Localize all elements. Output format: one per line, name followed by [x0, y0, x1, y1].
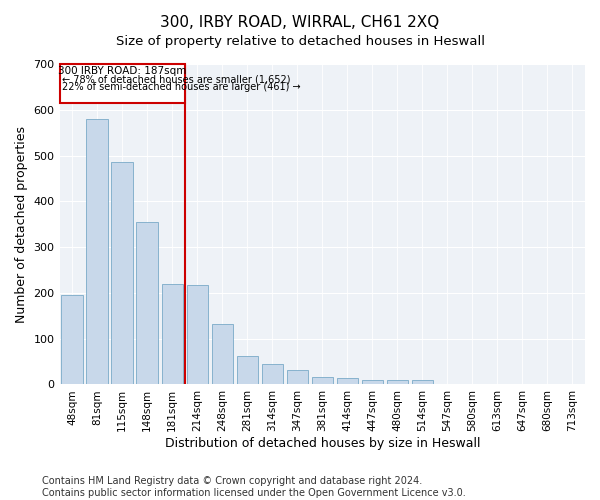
Text: Size of property relative to detached houses in Heswall: Size of property relative to detached ho… [115, 35, 485, 48]
Bar [412, 380, 433, 384]
Text: 300 IRBY ROAD: 187sqm: 300 IRBY ROAD: 187sqm [58, 66, 186, 76]
Bar [187, 285, 208, 384]
Bar [61, 294, 83, 384]
Text: 300, IRBY ROAD, WIRRAL, CH61 2XQ: 300, IRBY ROAD, WIRRAL, CH61 2XQ [160, 15, 440, 30]
Bar [337, 378, 358, 384]
Y-axis label: Number of detached properties: Number of detached properties [15, 126, 28, 322]
Bar [311, 377, 333, 384]
Bar [387, 380, 408, 384]
Text: ← 78% of detached houses are smaller (1,652): ← 78% of detached houses are smaller (1,… [62, 74, 290, 85]
Bar [262, 364, 283, 384]
Text: Contains HM Land Registry data © Crown copyright and database right 2024.
Contai: Contains HM Land Registry data © Crown c… [42, 476, 466, 498]
Bar [236, 356, 258, 384]
Bar [86, 119, 108, 384]
Bar [287, 370, 308, 384]
Bar [212, 324, 233, 384]
Bar [362, 380, 383, 384]
Bar [59, 64, 185, 103]
Bar [136, 222, 158, 384]
Bar [112, 162, 133, 384]
Text: 22% of semi-detached houses are larger (461) →: 22% of semi-detached houses are larger (… [62, 82, 301, 92]
X-axis label: Distribution of detached houses by size in Heswall: Distribution of detached houses by size … [164, 437, 480, 450]
Bar [161, 284, 183, 384]
